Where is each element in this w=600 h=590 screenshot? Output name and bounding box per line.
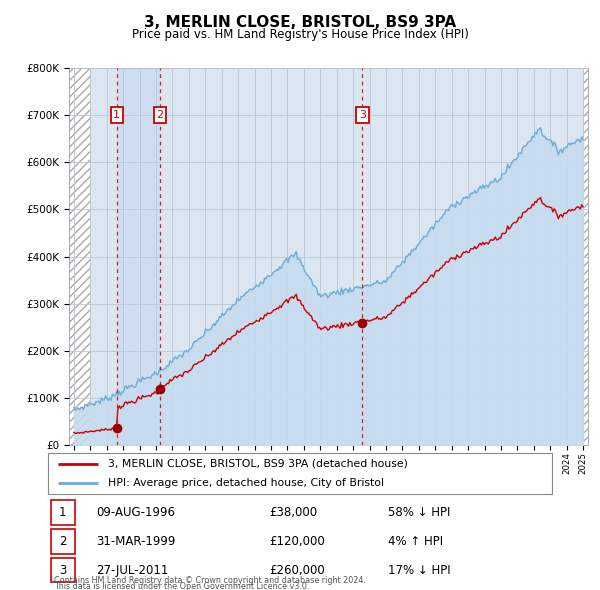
Text: £38,000: £38,000 (269, 506, 317, 519)
Text: £260,000: £260,000 (269, 563, 325, 576)
Text: 1: 1 (59, 506, 67, 519)
FancyBboxPatch shape (50, 500, 75, 525)
Bar (69, 68, 91, 445)
Text: This data is licensed under the Open Government Licence v3.0.: This data is licensed under the Open Gov… (54, 582, 310, 590)
Text: 17% ↓ HPI: 17% ↓ HPI (388, 563, 451, 576)
Text: 3, MERLIN CLOSE, BRISTOL, BS9 3PA (detached house): 3, MERLIN CLOSE, BRISTOL, BS9 3PA (detac… (109, 458, 409, 468)
Bar (117, 68, 160, 445)
Text: HPI: Average price, detached house, City of Bristol: HPI: Average price, detached house, City… (109, 478, 385, 488)
Text: 2: 2 (59, 535, 67, 548)
Text: 3, MERLIN CLOSE, BRISTOL, BS9 3PA: 3, MERLIN CLOSE, BRISTOL, BS9 3PA (144, 15, 456, 30)
FancyBboxPatch shape (48, 453, 552, 494)
Text: 27-JUL-2011: 27-JUL-2011 (97, 563, 169, 576)
Text: £120,000: £120,000 (269, 535, 325, 548)
Text: 1: 1 (113, 110, 120, 120)
Text: 2: 2 (157, 110, 164, 120)
Bar (583, 68, 588, 445)
Text: 4% ↑ HPI: 4% ↑ HPI (388, 535, 443, 548)
Text: 3: 3 (59, 563, 66, 576)
Text: Price paid vs. HM Land Registry's House Price Index (HPI): Price paid vs. HM Land Registry's House … (131, 28, 469, 41)
FancyBboxPatch shape (50, 529, 75, 553)
Text: 09-AUG-1996: 09-AUG-1996 (97, 506, 176, 519)
Text: 58% ↓ HPI: 58% ↓ HPI (388, 506, 451, 519)
Text: 3: 3 (359, 110, 366, 120)
Text: 31-MAR-1999: 31-MAR-1999 (97, 535, 176, 548)
Text: Contains HM Land Registry data © Crown copyright and database right 2024.: Contains HM Land Registry data © Crown c… (54, 576, 366, 585)
FancyBboxPatch shape (50, 558, 75, 582)
